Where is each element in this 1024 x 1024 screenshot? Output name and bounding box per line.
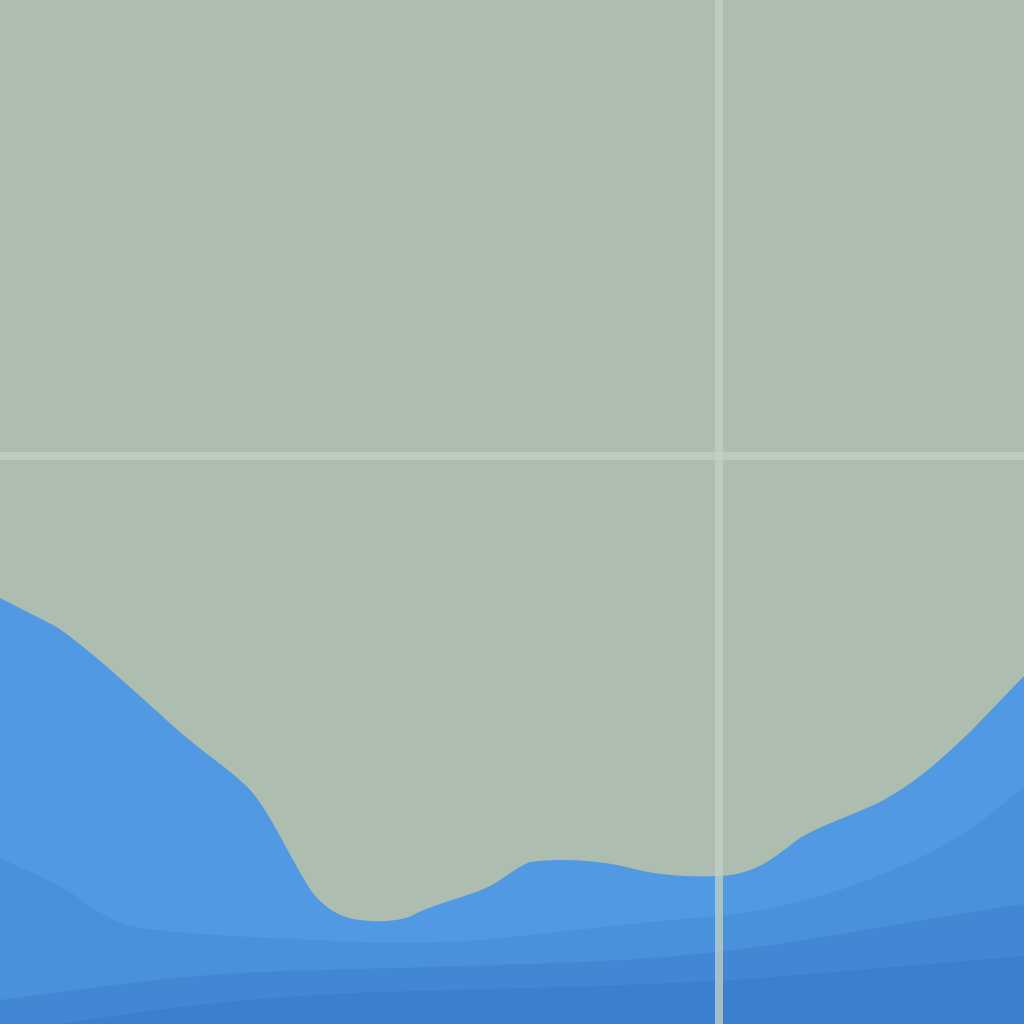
graticule-line-vertical xyxy=(715,0,723,1024)
water-depth-band xyxy=(60,956,1024,1024)
graticule-line-horizontal xyxy=(0,452,1024,460)
